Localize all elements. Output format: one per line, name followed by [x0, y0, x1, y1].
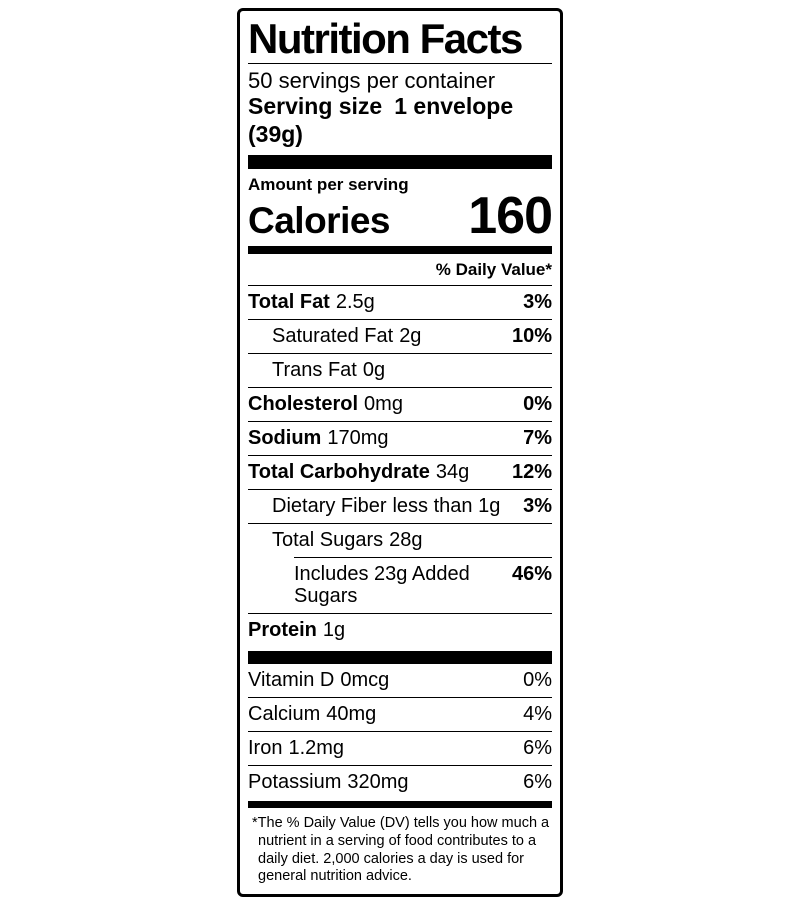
nutrient-name: Total Carbohydrate — [248, 461, 430, 484]
serving-size-value: 1 envelope (39g) — [248, 93, 514, 147]
nutrient-row: Total Fat 2.5g 3% — [248, 286, 552, 319]
daily-value-percent: 4% — [523, 703, 552, 726]
nutrient-row: Total Carbohydrate 34g 12% — [248, 456, 552, 489]
row-separator — [248, 697, 552, 699]
nutrient-name: Sodium — [248, 427, 322, 450]
nutrient-row: Dietary Fiber less than 1g 3% — [248, 490, 552, 523]
nutrient-name: Includes 23g Added Sugars — [294, 563, 470, 608]
row-separator — [248, 613, 552, 615]
daily-value-percent: 3% — [523, 291, 552, 314]
row-separator — [248, 319, 552, 321]
amount-per-serving-label: Amount per serving — [248, 174, 409, 194]
serving-size-row: Serving size 1 envelope (39g) — [248, 93, 552, 152]
nutrient-amount: 2.5g — [335, 291, 375, 314]
row-separator — [248, 489, 552, 491]
nutrient-name: Cholesterol — [248, 393, 359, 416]
row-separator — [248, 421, 552, 423]
nutrient-amount: 320mg — [347, 771, 409, 794]
nutrient-row: Cholesterol 0mg 0% — [248, 388, 552, 421]
daily-value-percent: 6% — [523, 737, 552, 760]
title-separator — [248, 63, 552, 65]
vitamin-row: Potassium 320mg 6% — [248, 766, 552, 799]
nutrient-rows-section: Total Fat 2.5g 3% Saturated Fat 2g 10% Trans F… — [248, 286, 552, 647]
page-background: Nutrition Facts 50 servings per containe… — [237, 8, 563, 897]
daily-value-footnote: *The % Daily Value (DV) tells you how mu… — [252, 815, 550, 885]
daily-value-percent: 12% — [511, 461, 552, 484]
thick-divider-bar-2 — [248, 651, 552, 665]
nutrient-row: Includes 23g Added Sugars 46% — [248, 558, 552, 613]
row-separator — [248, 523, 552, 525]
nutrient-amount: 1.2mg — [288, 737, 345, 760]
nutrient-amount: less than 1g — [392, 495, 501, 518]
nutrient-amount: 170mg — [327, 427, 389, 450]
calories-value: 160 — [468, 187, 553, 246]
thick-divider-bar — [248, 154, 552, 169]
nutrient-name: Saturated Fat — [272, 325, 394, 348]
row-separator — [248, 765, 552, 767]
nutrient-amount: 0mg — [364, 393, 403, 416]
nutrient-name: Potassium — [248, 771, 342, 794]
row-separator — [248, 353, 552, 355]
row-separator — [248, 731, 552, 733]
nutrient-amount: 2g — [399, 325, 422, 348]
nutrient-amount: 1g — [322, 619, 346, 642]
calories-row: Calories 160 — [248, 187, 553, 246]
medium-divider-bar-2 — [248, 801, 552, 809]
vitamin-row: Vitamin D 0mcg 0% — [248, 664, 552, 697]
nutrition-facts-label: Nutrition Facts 50 servings per containe… — [237, 8, 563, 897]
calories-label: Calories — [248, 200, 391, 242]
nutrient-amount: 0g — [362, 359, 386, 382]
nutrient-amount: 40mg — [326, 703, 377, 726]
row-separator — [294, 557, 552, 559]
row-separator — [248, 387, 552, 389]
daily-value-percent: 46% — [511, 563, 552, 586]
daily-value-header: % Daily Value* — [248, 254, 552, 287]
nutrient-amount: 0mcg — [340, 669, 390, 692]
servings-per-container: 50 servings per container — [248, 68, 496, 94]
nutrient-amount: 34g — [435, 461, 470, 484]
label-title: Nutrition Facts — [248, 15, 523, 62]
row-separator — [248, 455, 552, 457]
nutrient-amount: 28g — [389, 529, 423, 552]
nutrient-row: Total Sugars 28g — [248, 524, 552, 557]
medium-divider-bar — [248, 246, 552, 255]
nutrient-name: Iron — [248, 737, 283, 760]
nutrient-name: Dietary Fiber — [272, 495, 387, 518]
daily-value-percent: 7% — [523, 427, 552, 450]
daily-value-percent: 6% — [523, 771, 552, 794]
vitamin-row: Calcium 40mg 4% — [248, 698, 552, 731]
daily-value-percent: 0% — [523, 669, 552, 692]
nutrient-name: Vitamin D — [248, 669, 335, 692]
serving-size-label: Serving size — [248, 93, 383, 120]
nutrient-name: Calcium — [248, 703, 321, 726]
nutrient-row: Sodium 170mg 7% — [248, 422, 552, 455]
nutrient-row: Saturated Fat 2g 10% — [248, 320, 552, 353]
nutrient-name: Trans Fat — [272, 359, 357, 382]
nutrient-name: Total Fat — [248, 291, 330, 314]
nutrient-row: Trans Fat 0g — [248, 354, 552, 387]
nutrient-row: Protein 1g — [248, 614, 552, 647]
vitamin-row: Iron 1.2mg 6% — [248, 732, 552, 765]
daily-value-percent: 0% — [523, 393, 552, 416]
daily-value-percent: 10% — [511, 325, 552, 348]
nutrient-name: Total Sugars — [272, 529, 384, 552]
daily-value-percent: 3% — [523, 495, 552, 518]
nutrient-name: Protein — [248, 619, 317, 642]
vitamin-rows-section: Vitamin D 0mcg 0% Calcium 40mg 4% Iron 1.2mg 6% P… — [248, 664, 552, 799]
